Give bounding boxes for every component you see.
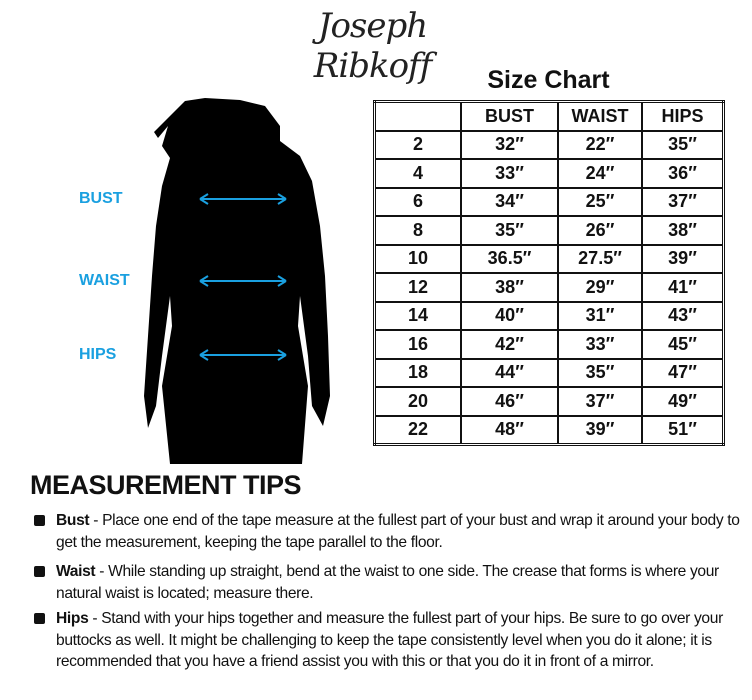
measurement-cell: 33″	[460, 158, 559, 189]
table-row: 8 35″ 26″ 38″	[373, 215, 725, 246]
size-cell: 14	[373, 300, 462, 331]
measurement-cell: 27.5″	[557, 243, 643, 274]
measurement-cell: 44″	[460, 357, 559, 388]
size-cell: 20	[373, 386, 462, 417]
size-cell: 2	[373, 129, 462, 160]
size-cell: 16	[373, 329, 462, 360]
table-row: 16 42″ 33″ 45″	[373, 329, 725, 360]
table-row: 6 34″ 25″ 37″	[373, 186, 725, 217]
measurement-cell: 40″	[460, 300, 559, 331]
size-cell: 4	[373, 158, 462, 189]
measurement-cell: 33″	[557, 329, 643, 360]
table-row: 18 44″ 35″ 47″	[373, 357, 725, 388]
size-cell: 10	[373, 243, 462, 274]
tip-text: - Stand with your hips together and meas…	[56, 610, 723, 670]
measurement-cell: 43″	[641, 300, 725, 331]
size-cell: 22	[373, 414, 462, 446]
waist-label: WAIST	[79, 272, 130, 289]
measurement-cell: 38″	[641, 215, 725, 246]
bullet-icon	[34, 515, 45, 526]
tip-bust: Bust - Place one end of the tape measure…	[34, 510, 749, 553]
size-cell: 18	[373, 357, 462, 388]
bullet-icon	[34, 613, 45, 624]
bullet-icon	[34, 566, 45, 577]
tip-term: Bust	[56, 512, 90, 529]
brand-logo: Joseph Ribkoff	[313, 6, 432, 86]
measurement-cell: 29″	[557, 272, 643, 303]
bust-arrow-icon	[199, 193, 287, 205]
measurement-cell: 46″	[460, 386, 559, 417]
bust-label: BUST	[79, 190, 123, 207]
table-row: 14 40″ 31″ 43″	[373, 300, 725, 331]
measurement-cell: 48″	[460, 414, 559, 446]
measurement-cell: 37″	[641, 186, 725, 217]
measurement-cell: 39″	[557, 414, 643, 446]
tips-heading: MEASUREMENT TIPS	[30, 470, 302, 500]
measurement-cell: 41″	[641, 272, 725, 303]
table-row: 10 36.5″ 27.5″ 39″	[373, 243, 725, 274]
measurement-cell: 51″	[641, 414, 725, 446]
measurement-cell: 25″	[557, 186, 643, 217]
measurement-cell: 37″	[557, 386, 643, 417]
hips-arrow-icon	[199, 349, 287, 361]
size-chart-title: Size Chart	[487, 66, 610, 94]
measurement-cell: 35″	[641, 129, 725, 160]
measurement-cell: 34″	[460, 186, 559, 217]
measurement-cell: 49″	[641, 386, 725, 417]
measurement-cell: 35″	[557, 357, 643, 388]
measurement-cell: 39″	[641, 243, 725, 274]
measurement-cell: 42″	[460, 329, 559, 360]
measurement-cell: 47″	[641, 357, 725, 388]
tip-text: - Place one end of the tape measure at t…	[56, 512, 740, 551]
table-row: 20 46″ 37″ 49″	[373, 386, 725, 417]
waist-arrow-icon	[199, 275, 287, 287]
size-cell: 6	[373, 186, 462, 217]
tip-text: - While standing up straight, bend at th…	[56, 563, 719, 602]
table-row: 22 48″ 39″ 51″	[373, 414, 725, 446]
tip-term: Waist	[56, 563, 96, 580]
header-cell: HIPS	[641, 100, 725, 132]
measurement-cell: 31″	[557, 300, 643, 331]
table-row: 4 33″ 24″ 36″	[373, 158, 725, 189]
measurement-cell: 36″	[641, 158, 725, 189]
size-table: BUST WAIST HIPS 2 32″ 22″ 35″ 4 33″ 24″ 36″ 6 34″…	[373, 100, 725, 446]
table-row: 2 32″ 22″ 35″	[373, 129, 725, 160]
measurement-cell: 38″	[460, 272, 559, 303]
tip-hips: Hips - Stand with your hips together and…	[34, 608, 749, 673]
measurement-cell: 35″	[460, 215, 559, 246]
header-cell: BUST	[460, 100, 559, 132]
tip-waist: Waist - While standing up straight, bend…	[34, 561, 749, 604]
measurement-cell: 26″	[557, 215, 643, 246]
table-header-row: BUST WAIST HIPS	[373, 100, 725, 132]
hips-label: HIPS	[79, 346, 117, 363]
measurement-cell: 22″	[557, 129, 643, 160]
size-cell: 8	[373, 215, 462, 246]
size-cell: 12	[373, 272, 462, 303]
header-cell: WAIST	[557, 100, 643, 132]
measurement-cell: 32″	[460, 129, 559, 160]
measurement-cell: 24″	[557, 158, 643, 189]
header-cell	[373, 100, 462, 132]
measurement-cell: 45″	[641, 329, 725, 360]
tip-term: Hips	[56, 610, 89, 627]
table-row: 12 38″ 29″ 41″	[373, 272, 725, 303]
measurement-cell: 36.5″	[460, 243, 559, 274]
